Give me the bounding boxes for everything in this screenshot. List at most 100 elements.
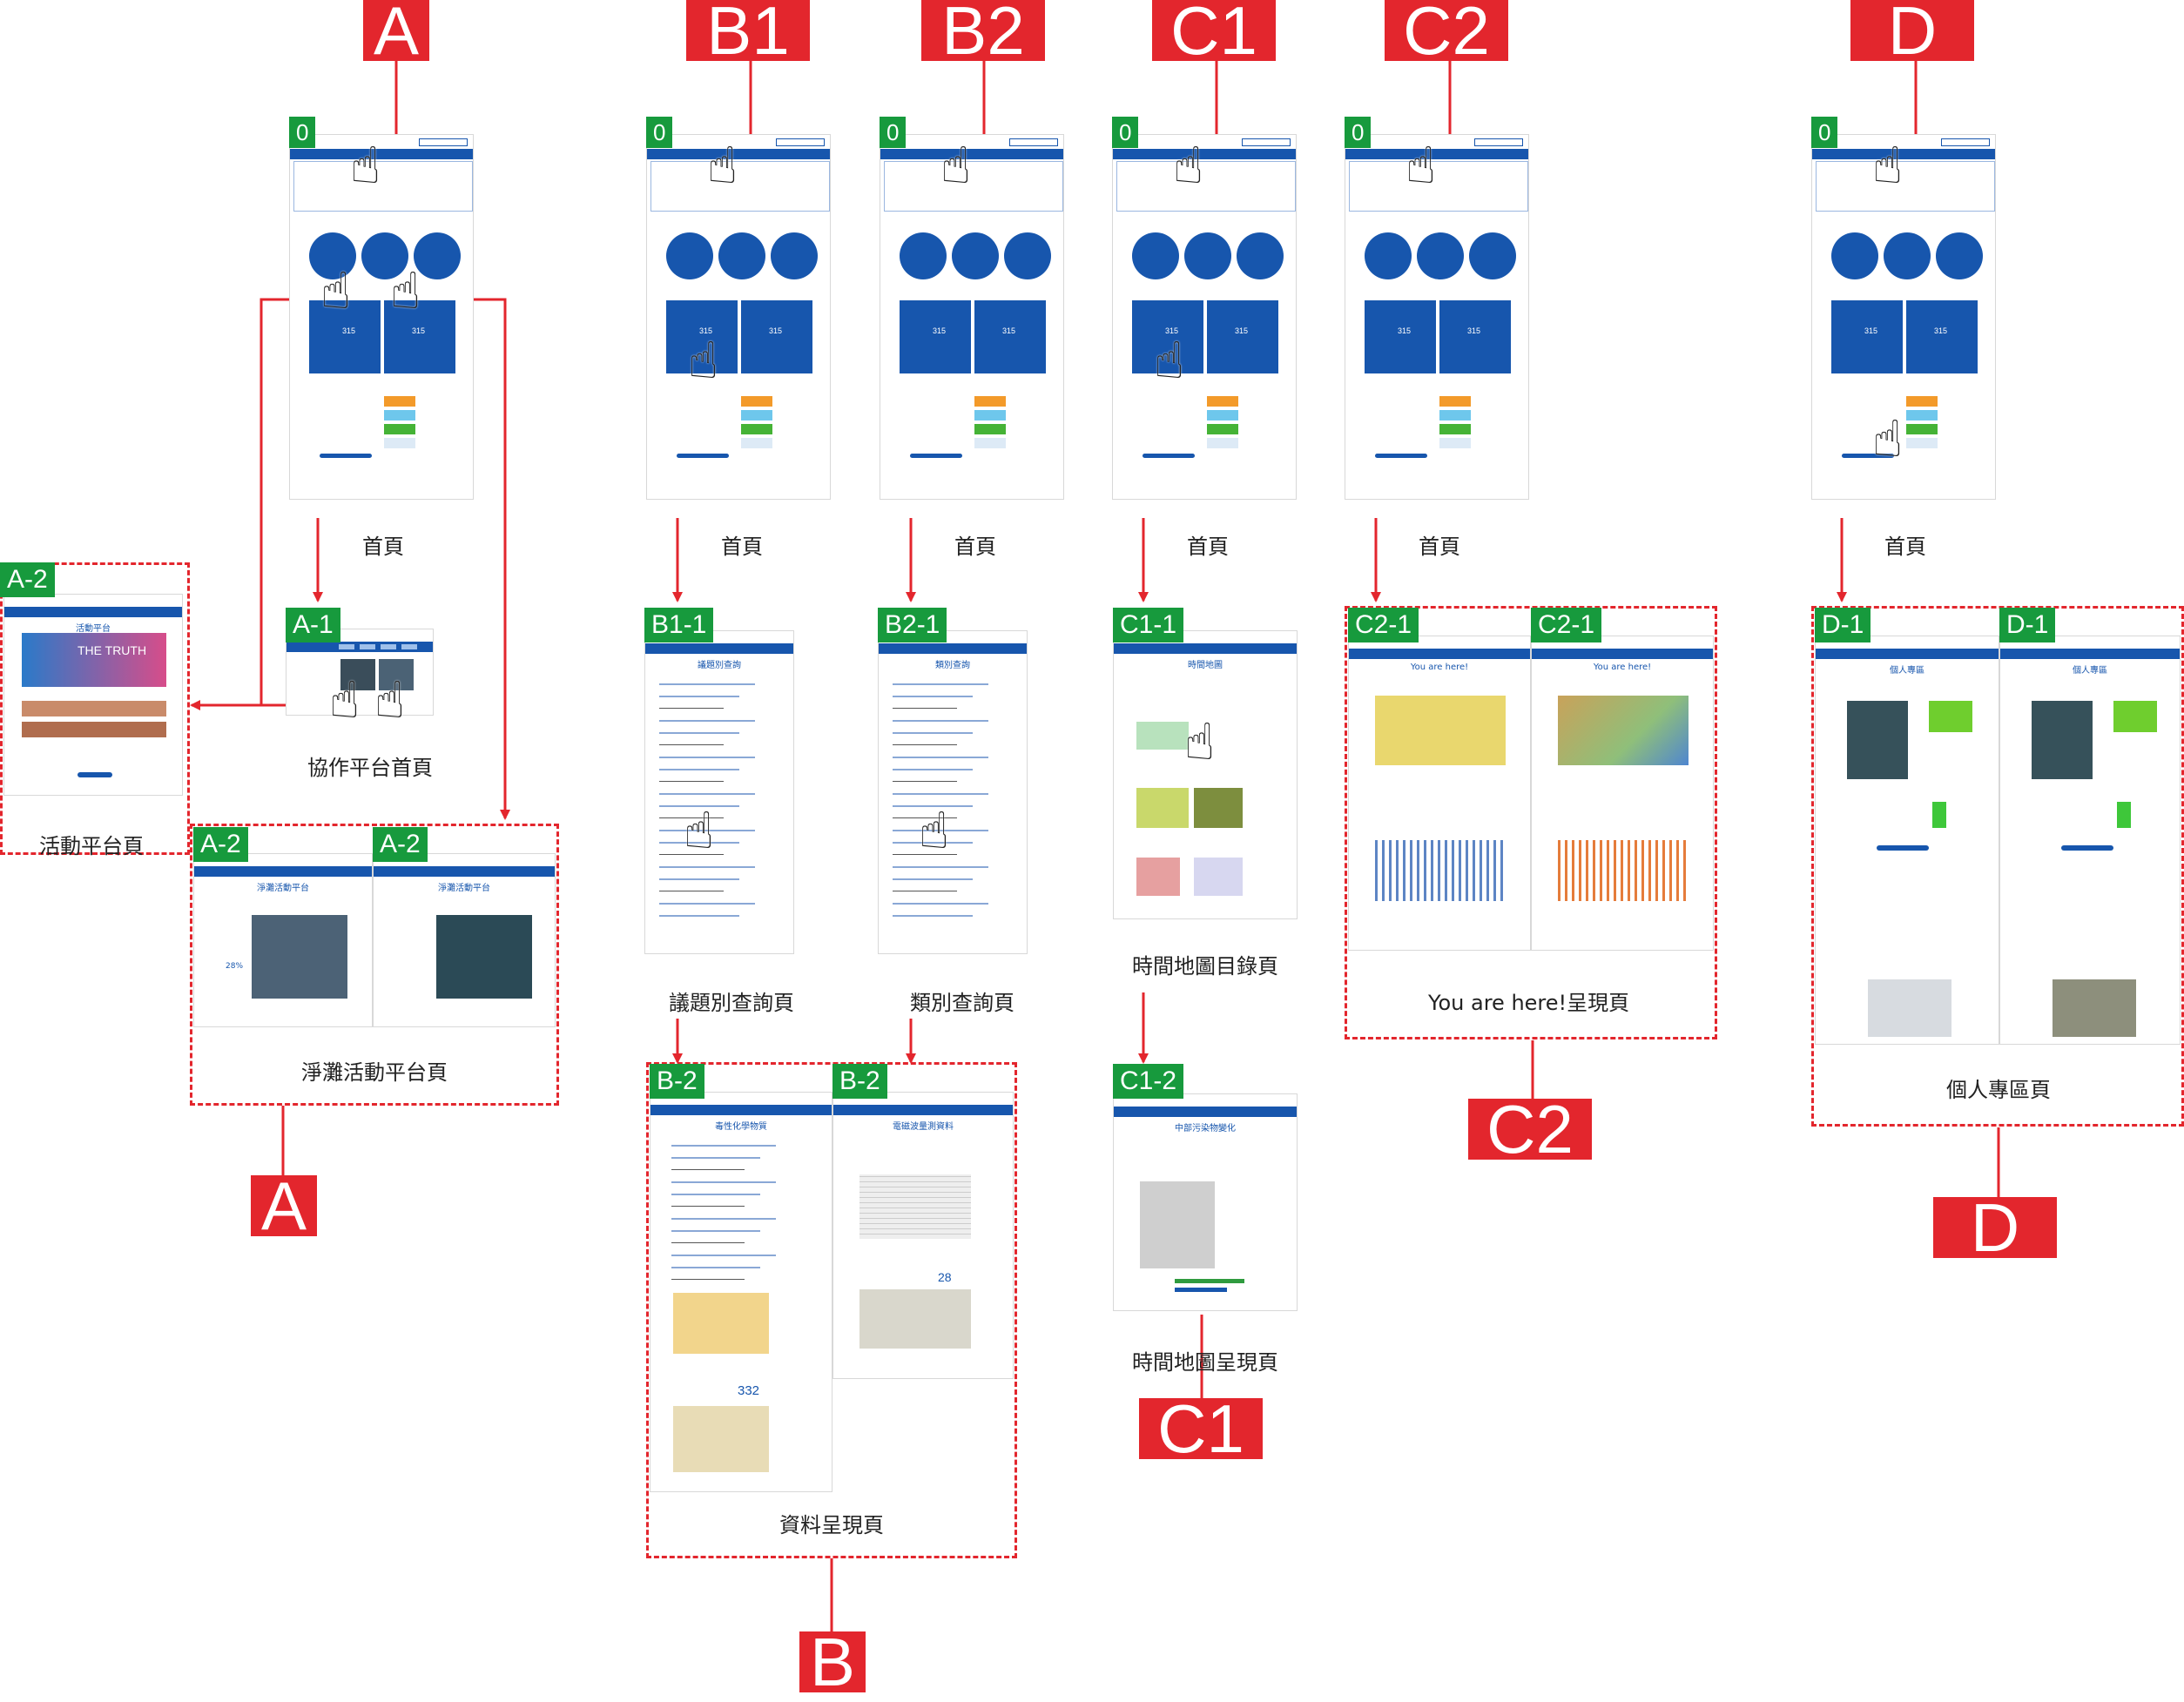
- search-box: [1242, 138, 1291, 146]
- list-line: [659, 683, 755, 685]
- pointer-hand-icon: ☝: [1872, 136, 1904, 195]
- tag-home: 0: [880, 117, 907, 148]
- list-line: [659, 817, 724, 818]
- pointer-hand-icon: ☝: [940, 136, 972, 195]
- caption-c2: You are here!呈現頁: [1428, 991, 1630, 1015]
- thumb-activity: 活動平台 THE TRUTH: [3, 594, 183, 796]
- stat-315: 315: [933, 326, 947, 335]
- tag-c21-1: C2-1: [1348, 608, 1419, 642]
- thumb-a1: [286, 629, 434, 716]
- label-d-top: D: [1850, 0, 1974, 69]
- thumb-c11: 時間地圖: [1113, 630, 1298, 919]
- thumb-title: 淨灘活動平台: [438, 884, 490, 893]
- search-box: [776, 138, 825, 146]
- stat-28: 28: [938, 1270, 952, 1284]
- list-line: [893, 683, 988, 685]
- caption-b2: 資料呈現頁: [779, 1513, 884, 1537]
- stat-percent: 28%: [226, 962, 244, 971]
- stat-315: 315: [699, 326, 713, 335]
- tag-c11: C1-1: [1113, 608, 1184, 642]
- list-line: [659, 708, 724, 709]
- pointer-hand-icon: ☝: [374, 670, 406, 730]
- list-line: [893, 708, 957, 709]
- thumb-home: 315 315: [1345, 134, 1529, 500]
- caption-b21: 類別查詢頁: [910, 991, 1014, 1015]
- stat-315: 315: [1934, 326, 1948, 335]
- label-b-bottom: B: [799, 1624, 866, 1700]
- list-line: [671, 1194, 760, 1195]
- label-d-bottom: D: [1933, 1189, 2057, 1266]
- pointer-hand-icon: ☝: [390, 261, 421, 320]
- stat-315: 315: [1398, 326, 1412, 335]
- list-line: [659, 805, 739, 807]
- thumb-title: 毒性化學物質: [715, 1122, 767, 1132]
- caption-a2-left: 活動平台頁: [39, 834, 144, 858]
- pointer-hand-icon: ☝: [684, 801, 715, 860]
- caption-home-a: 首頁: [362, 535, 404, 559]
- tag-home: 0: [646, 117, 673, 148]
- thumb-title: 個人專區: [1890, 666, 1924, 676]
- caption-home-b1: 首頁: [721, 535, 763, 559]
- list-line: [659, 781, 724, 782]
- caption-b11: 議題別查詢頁: [669, 991, 794, 1015]
- stat-315: 315: [342, 326, 356, 335]
- list-line: [659, 830, 755, 831]
- label-b1-top: B1: [686, 0, 810, 69]
- tag-home: 0: [1811, 117, 1838, 148]
- list-line: [893, 769, 973, 770]
- thumb-title: 類別查詢: [935, 661, 970, 670]
- pointer-hand-icon: ☝: [1173, 136, 1204, 195]
- list-line: [659, 793, 755, 795]
- list-line: [659, 757, 755, 758]
- search-box: [1009, 138, 1058, 146]
- list-line: [659, 720, 755, 722]
- tag-d1-2: D-1: [1999, 608, 2056, 642]
- thumb-home: 315 315: [1811, 134, 1996, 500]
- pointer-hand-icon: ☝: [688, 331, 719, 390]
- pointer-hand-icon: ☝: [320, 261, 352, 320]
- tag-a2-1: A-2: [193, 827, 248, 862]
- stat-315: 315: [1864, 326, 1878, 335]
- stat-315: 315: [412, 326, 426, 335]
- tag-home: 0: [1112, 117, 1139, 148]
- dashbox-a2-left: [0, 562, 190, 855]
- thumb-title: 時間地圖: [1188, 661, 1223, 670]
- list-line: [893, 854, 957, 855]
- thumb-b11: 議題別查詢: [644, 630, 794, 954]
- list-line: [671, 1279, 745, 1280]
- label-c1-bottom: C1: [1139, 1390, 1263, 1467]
- list-line: [893, 903, 988, 905]
- list-line: [659, 903, 755, 905]
- thumb-title: 活動平台: [76, 624, 111, 634]
- list-line: [671, 1145, 776, 1147]
- list-line: [671, 1157, 760, 1159]
- list-line: [893, 866, 988, 868]
- label-c1-top: C1: [1152, 0, 1276, 69]
- list-line: [671, 1255, 776, 1256]
- thumb-home: 315 315: [289, 134, 474, 500]
- list-line: [659, 769, 739, 770]
- thumb-title: 中部污染物變化: [1175, 1124, 1236, 1134]
- stat-315: 315: [1165, 326, 1179, 335]
- thumb-title: 電磁波量測資料: [893, 1122, 954, 1132]
- list-line: [659, 842, 739, 844]
- caption-c11: 時間地圖目錄頁: [1132, 954, 1278, 979]
- thumb-chem: 毒性化學物質 332: [650, 1092, 832, 1492]
- list-line: [659, 915, 739, 917]
- search-box: [1941, 138, 1990, 146]
- pointer-hand-icon: ☝: [919, 801, 950, 860]
- caption-home-c1: 首頁: [1187, 535, 1229, 559]
- list-line: [893, 757, 988, 758]
- search-box: [419, 138, 468, 146]
- list-line: [893, 878, 973, 880]
- search-box: [1474, 138, 1523, 146]
- thumb-b21: 類別查詢: [878, 630, 1028, 954]
- list-line: [893, 720, 988, 722]
- label-c2-top: C2: [1385, 0, 1508, 69]
- list-line: [893, 696, 973, 697]
- tag-b11: B1-1: [644, 608, 714, 642]
- list-line: [671, 1181, 776, 1183]
- thumb-title: 議題別查詢: [698, 661, 741, 670]
- pointer-hand-icon: ☝: [707, 136, 738, 195]
- list-line: [671, 1242, 745, 1243]
